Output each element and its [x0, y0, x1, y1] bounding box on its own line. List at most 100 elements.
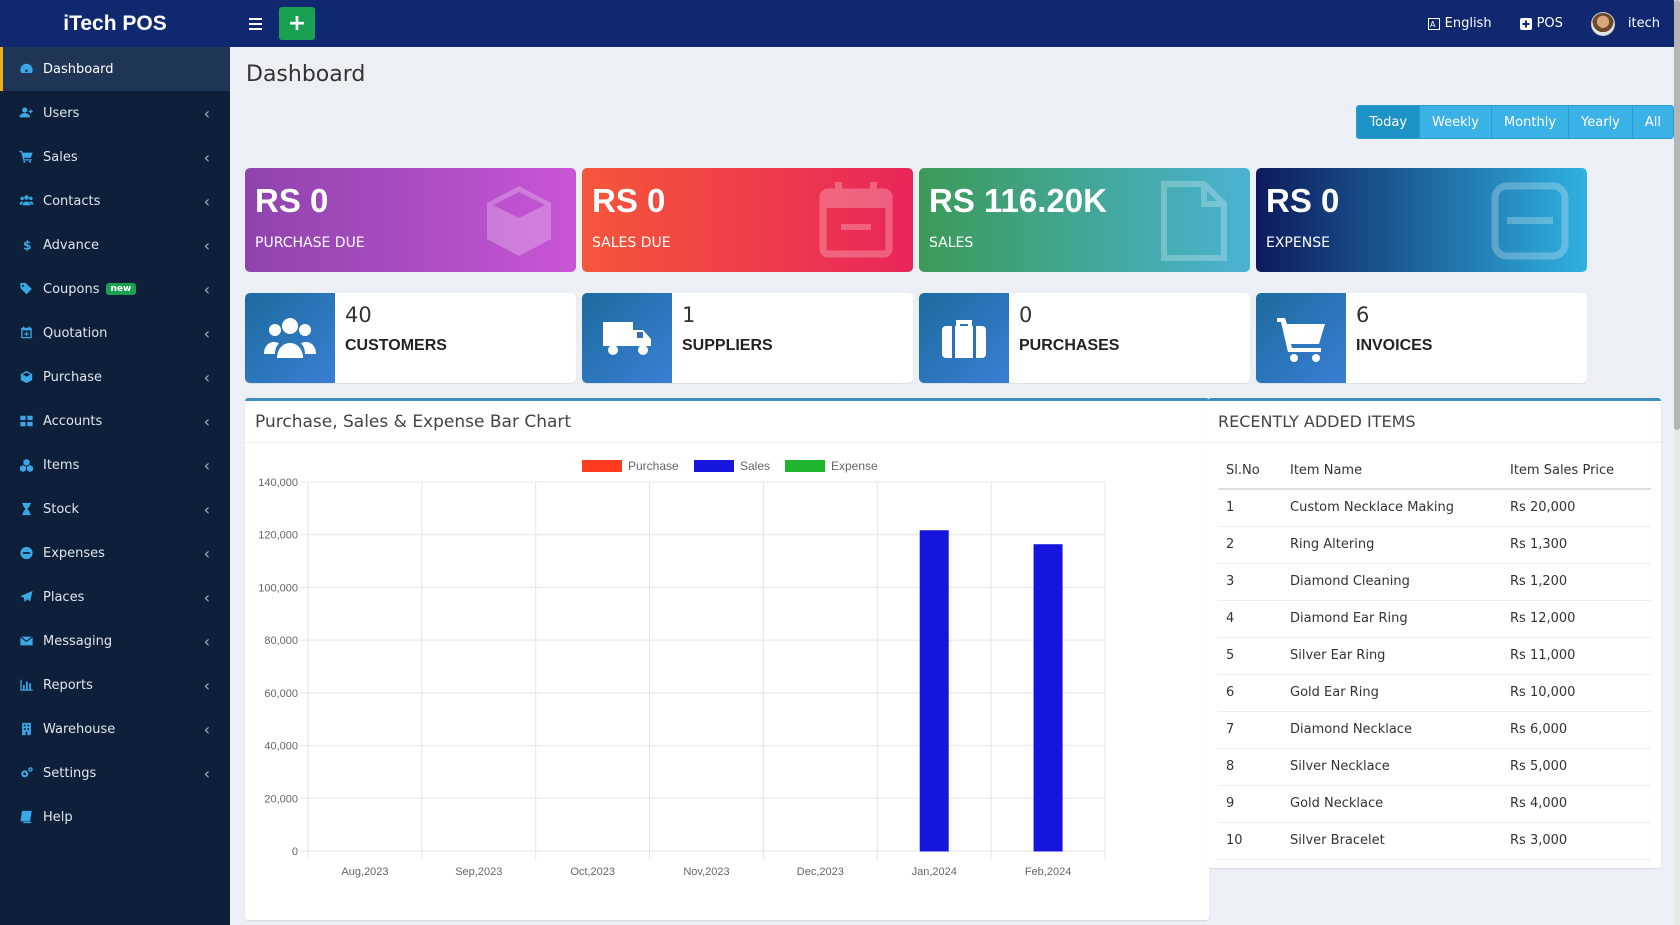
table-cell: 4: [1218, 600, 1282, 638]
table-cell: Rs 20,000: [1502, 489, 1651, 527]
stat-card-suppliers[interactable]: 1 SUPPLIERS: [582, 293, 913, 383]
page-scrollbar-thumb[interactable]: [1674, 0, 1680, 430]
cart-icon: [18, 150, 34, 164]
envelope-icon: [18, 634, 34, 648]
chevron-left-icon: ‹: [203, 455, 210, 475]
sidebar-item-expenses[interactable]: Expenses ‹: [0, 531, 230, 575]
stat-value: 40: [345, 303, 372, 327]
svg-text:A: A: [1430, 20, 1436, 29]
sidebar-item-label: Warehouse: [43, 721, 116, 737]
kpi-card-purchase-due: RS 0 PURCHASE DUE: [245, 168, 576, 272]
table-cell: Gold Necklace: [1282, 785, 1502, 823]
sidebar-item-settings[interactable]: Settings ‹: [0, 751, 230, 795]
table-cell: Rs 6,000: [1502, 711, 1651, 749]
new-badge: new: [105, 283, 137, 295]
sidebar-item-coupons[interactable]: Coupons new ‹: [0, 267, 230, 311]
pos-label: POS: [1536, 16, 1563, 31]
kpi-value: RS 0: [1266, 182, 1340, 219]
hamburger-menu-icon[interactable]: [244, 13, 266, 35]
sidebar-item-label: Users: [43, 105, 80, 121]
table-cell: Silver Ear Ring: [1282, 637, 1502, 675]
kpi-card-expense: RS 0 EXPENSE: [1256, 168, 1587, 272]
table-cell: 10: [1218, 822, 1282, 860]
table-cell: Diamond Necklace: [1282, 711, 1502, 749]
sidebar-item-label: Sales: [43, 149, 78, 165]
legend-swatch-sales: [694, 460, 734, 472]
bar-chart-icon: [18, 678, 34, 692]
chevron-left-icon: ‹: [203, 587, 210, 607]
table-row: 9 Gold Necklace Rs 4,000: [1218, 785, 1651, 823]
quick-add-button[interactable]: +: [279, 7, 315, 40]
kpi-value: RS 116.20K: [929, 182, 1107, 219]
minus-square-icon: [1487, 178, 1573, 264]
table-cell: 7: [1218, 711, 1282, 749]
dollar-icon: $: [18, 238, 34, 252]
legend-swatch-purchase: [582, 460, 622, 472]
sidebar-item-accounts[interactable]: Accounts ‹: [0, 399, 230, 443]
sidebar-item-reports[interactable]: Reports ‹: [0, 663, 230, 707]
table-row: 7 Diamond Necklace Rs 6,000: [1218, 711, 1651, 749]
sidebar-item-messaging[interactable]: Messaging ‹: [0, 619, 230, 663]
kpi-value: RS 0: [255, 182, 329, 219]
sidebar-item-items[interactable]: Items ‹: [0, 443, 230, 487]
y-tick-label: 140,000: [258, 477, 298, 489]
stat-value: 0: [1019, 303, 1033, 327]
page-scrollbar[interactable]: [1674, 0, 1680, 925]
sidebar-item-label: Messaging: [43, 633, 113, 649]
table-cell: 6: [1218, 674, 1282, 712]
sidebar-item-places[interactable]: Places ‹: [0, 575, 230, 619]
language-selector[interactable]: A English: [1427, 16, 1492, 31]
sidebar-item-warehouse[interactable]: Warehouse ‹: [0, 707, 230, 751]
user-menu[interactable]: itech: [1590, 11, 1660, 36]
x-tick-label: Jan,2024: [912, 866, 957, 878]
table-cell: Gold Ear Ring: [1282, 674, 1502, 712]
period-all-button[interactable]: All: [1631, 106, 1673, 138]
chevron-left-icon: ‹: [203, 235, 210, 255]
y-tick-label: 20,000: [264, 793, 298, 805]
table-cell: Rs 1,300: [1502, 526, 1651, 564]
stat-card-customers[interactable]: 40 CUSTOMERS: [245, 293, 576, 383]
building-icon: [18, 722, 34, 736]
calendar-plus-icon: [18, 326, 34, 340]
chevron-left-icon: ‹: [203, 719, 210, 739]
sidebar-item-dashboard[interactable]: Dashboard: [0, 47, 230, 91]
dashboard-icon: [18, 62, 34, 76]
bar-chart-box: Purchase, Sales & Expense Bar Chart 0 20,…: [245, 398, 1209, 920]
table-cell: 3: [1218, 563, 1282, 601]
table-cell: 8: [1218, 748, 1282, 786]
kpi-label: SALES: [929, 235, 974, 251]
sidebar-item-users[interactable]: Users ‹: [0, 91, 230, 135]
kpi-card-sales: RS 116.20K SALES: [919, 168, 1250, 272]
stat-card-purchases[interactable]: 0 PURCHASES: [919, 293, 1250, 383]
table-cell: Silver Necklace: [1282, 748, 1502, 786]
cogs-icon: [18, 766, 34, 780]
legend-swatch-expense: [785, 460, 825, 472]
recent-items-table: Sl.No Item Name Item Sales Price 1 Custom N…: [1218, 453, 1651, 860]
sidebar-item-label: Places: [43, 589, 85, 605]
period-today-button[interactable]: Today: [1357, 106, 1420, 138]
table-cell: Ring Altering: [1282, 526, 1502, 564]
pos-link[interactable]: POS: [1519, 16, 1563, 31]
sidebar-item-help[interactable]: Help: [0, 795, 230, 839]
bar-chart: 0 20,000 40,000 60,000 80,000 100,000 120,000 1…: [258, 459, 1106, 878]
legend-label: Purchase: [628, 459, 679, 473]
sidebar-item-contacts[interactable]: Contacts ‹: [0, 179, 230, 223]
sidebar-item-stock[interactable]: Stock ‹: [0, 487, 230, 531]
period-weekly-button[interactable]: Weekly: [1419, 106, 1491, 138]
legend-label: Sales: [740, 459, 770, 473]
paper-plane-icon: [18, 590, 34, 604]
brand-logo[interactable]: iTech POS: [63, 11, 167, 35]
chart-title: Purchase, Sales & Expense Bar Chart: [245, 401, 1209, 443]
main-content: Dashboard Today Weekly Monthly Yearly All RS…: [230, 47, 1674, 925]
kpi-label: EXPENSE: [1266, 235, 1330, 251]
sidebar-item-sales[interactable]: Sales ‹: [0, 135, 230, 179]
stat-card-invoices[interactable]: 6 INVOICES: [1256, 293, 1587, 383]
sidebar-item-advance[interactable]: $ Advance ‹: [0, 223, 230, 267]
period-monthly-button[interactable]: Monthly: [1490, 106, 1569, 138]
avatar: [1590, 11, 1615, 36]
sidebar-item-quotation[interactable]: Quotation ‹: [0, 311, 230, 355]
language-icon: A: [1427, 17, 1440, 30]
period-yearly-button[interactable]: Yearly: [1568, 106, 1632, 138]
recent-items-title: RECENTLY ADDED ITEMS: [1208, 401, 1661, 443]
sidebar-item-purchase[interactable]: Purchase ‹: [0, 355, 230, 399]
